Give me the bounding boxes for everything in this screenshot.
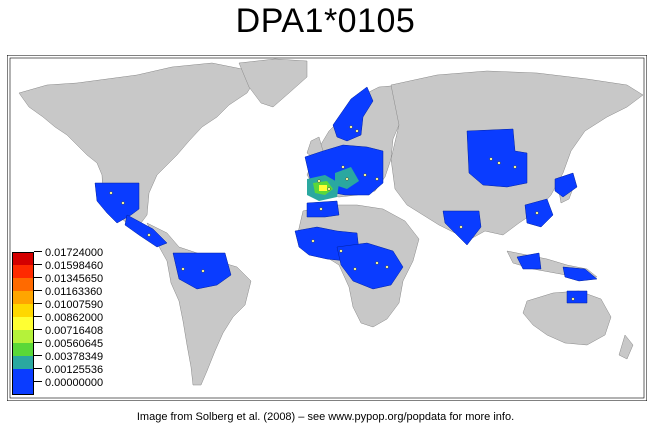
sample-point <box>345 177 349 181</box>
sample-point <box>121 201 125 205</box>
legend-label: 0.00560645 <box>45 338 104 350</box>
legend-tick <box>34 368 42 369</box>
sample-point <box>353 267 357 271</box>
north-america-landmass <box>18 62 258 224</box>
new-zealand-landmass <box>618 334 634 360</box>
legend-tick <box>34 277 42 278</box>
sample-point <box>513 165 517 169</box>
legend-entry: 0.01163360 <box>12 286 182 304</box>
color-legend: 0.01724000 0.01598460 0.01345650 0.01163… <box>12 247 182 402</box>
sample-point <box>181 267 185 271</box>
legend-tick <box>34 316 42 317</box>
sample-point <box>339 249 343 253</box>
sample-point <box>147 233 151 237</box>
sample-point <box>109 191 113 195</box>
legend-swatch <box>12 356 34 369</box>
legend-label: 0.01598460 <box>45 260 104 272</box>
legend-swatch <box>12 343 34 356</box>
sample-point <box>319 207 323 211</box>
legend-tick <box>34 290 42 291</box>
overlay-central-africa <box>336 242 404 290</box>
overlay-north-africa <box>306 200 340 218</box>
legend-entry: 0.01724000 <box>12 247 182 265</box>
legend-label: 0.00716408 <box>45 325 104 337</box>
legend-label: 0.00000000 <box>45 377 104 389</box>
legend-entry: 0.00862000 <box>12 312 182 330</box>
legend-label: 0.00378349 <box>45 351 104 363</box>
legend-swatch <box>12 265 34 278</box>
legend-label: 0.00862000 <box>45 312 104 324</box>
sample-point <box>459 225 463 229</box>
sample-point <box>489 157 493 161</box>
legend-tick <box>34 303 42 304</box>
overlay-se-asia <box>524 198 554 228</box>
overlay-north-america <box>94 182 140 224</box>
legend-entry: 0.01345650 <box>12 273 182 291</box>
overlay-new-guinea <box>562 266 598 282</box>
legend-swatch <box>12 382 34 395</box>
legend-swatch <box>12 330 34 343</box>
legend-entry: 0.00716408 <box>12 325 182 343</box>
sample-point <box>385 265 389 269</box>
sample-point <box>327 187 331 191</box>
map-title: DPA1*0105 <box>235 2 416 40</box>
sample-point <box>375 261 379 265</box>
source-caption: Image from Solberg et al. (2008) – see w… <box>136 411 515 423</box>
sample-point <box>349 125 353 129</box>
world-map <box>7 55 647 401</box>
legend-swatch <box>12 252 34 265</box>
legend-tick <box>34 355 42 356</box>
sample-point <box>341 165 345 169</box>
legend-tick <box>34 381 42 382</box>
overlay-mexico <box>124 214 168 248</box>
legend-entry: 0.00378349 <box>12 351 182 369</box>
greenland-landmass <box>238 58 308 108</box>
sample-point <box>363 173 367 177</box>
legend-tick <box>34 264 42 265</box>
sample-point <box>535 211 539 215</box>
legend-tick <box>34 251 42 252</box>
legend-entry: 0.01598460 <box>12 260 182 278</box>
legend-label: 0.01345650 <box>45 273 104 285</box>
legend-swatch <box>12 317 34 330</box>
overlay-indonesia <box>516 252 542 270</box>
sample-point <box>311 239 315 243</box>
frequency-overlays <box>94 86 598 304</box>
legend-swatch <box>12 291 34 304</box>
overlay-japan <box>554 172 578 198</box>
legend-entry: 0.00560645 <box>12 338 182 356</box>
sample-point <box>375 177 379 181</box>
legend-tick <box>34 342 42 343</box>
legend-swatch <box>12 304 34 317</box>
sample-point <box>571 297 575 301</box>
legend-label: 0.01724000 <box>45 247 104 259</box>
legend-swatch <box>12 369 34 382</box>
overlay-north-australia <box>566 290 588 304</box>
sample-point <box>317 179 321 183</box>
sample-point <box>355 129 359 133</box>
overlay-iberia-yellow <box>319 185 327 191</box>
legend-tick <box>34 329 42 330</box>
legend-label: 0.01007590 <box>45 299 104 311</box>
legend-entry: 0.00000000 <box>12 377 182 395</box>
overlay-china <box>466 128 528 188</box>
overlay-scandinavia <box>332 86 374 142</box>
map-inner-frame <box>9 57 645 399</box>
legend-label: 0.00125536 <box>45 364 104 376</box>
legend-entry: 0.01007590 <box>12 299 182 317</box>
world-map-svg <box>7 55 647 401</box>
legend-label: 0.01163360 <box>45 286 103 298</box>
legend-frame <box>12 252 34 395</box>
sample-points <box>109 125 575 301</box>
sample-point <box>497 161 501 165</box>
legend-entry: 0.00125536 <box>12 364 182 382</box>
sample-point <box>201 269 205 273</box>
legend-swatch <box>12 278 34 291</box>
